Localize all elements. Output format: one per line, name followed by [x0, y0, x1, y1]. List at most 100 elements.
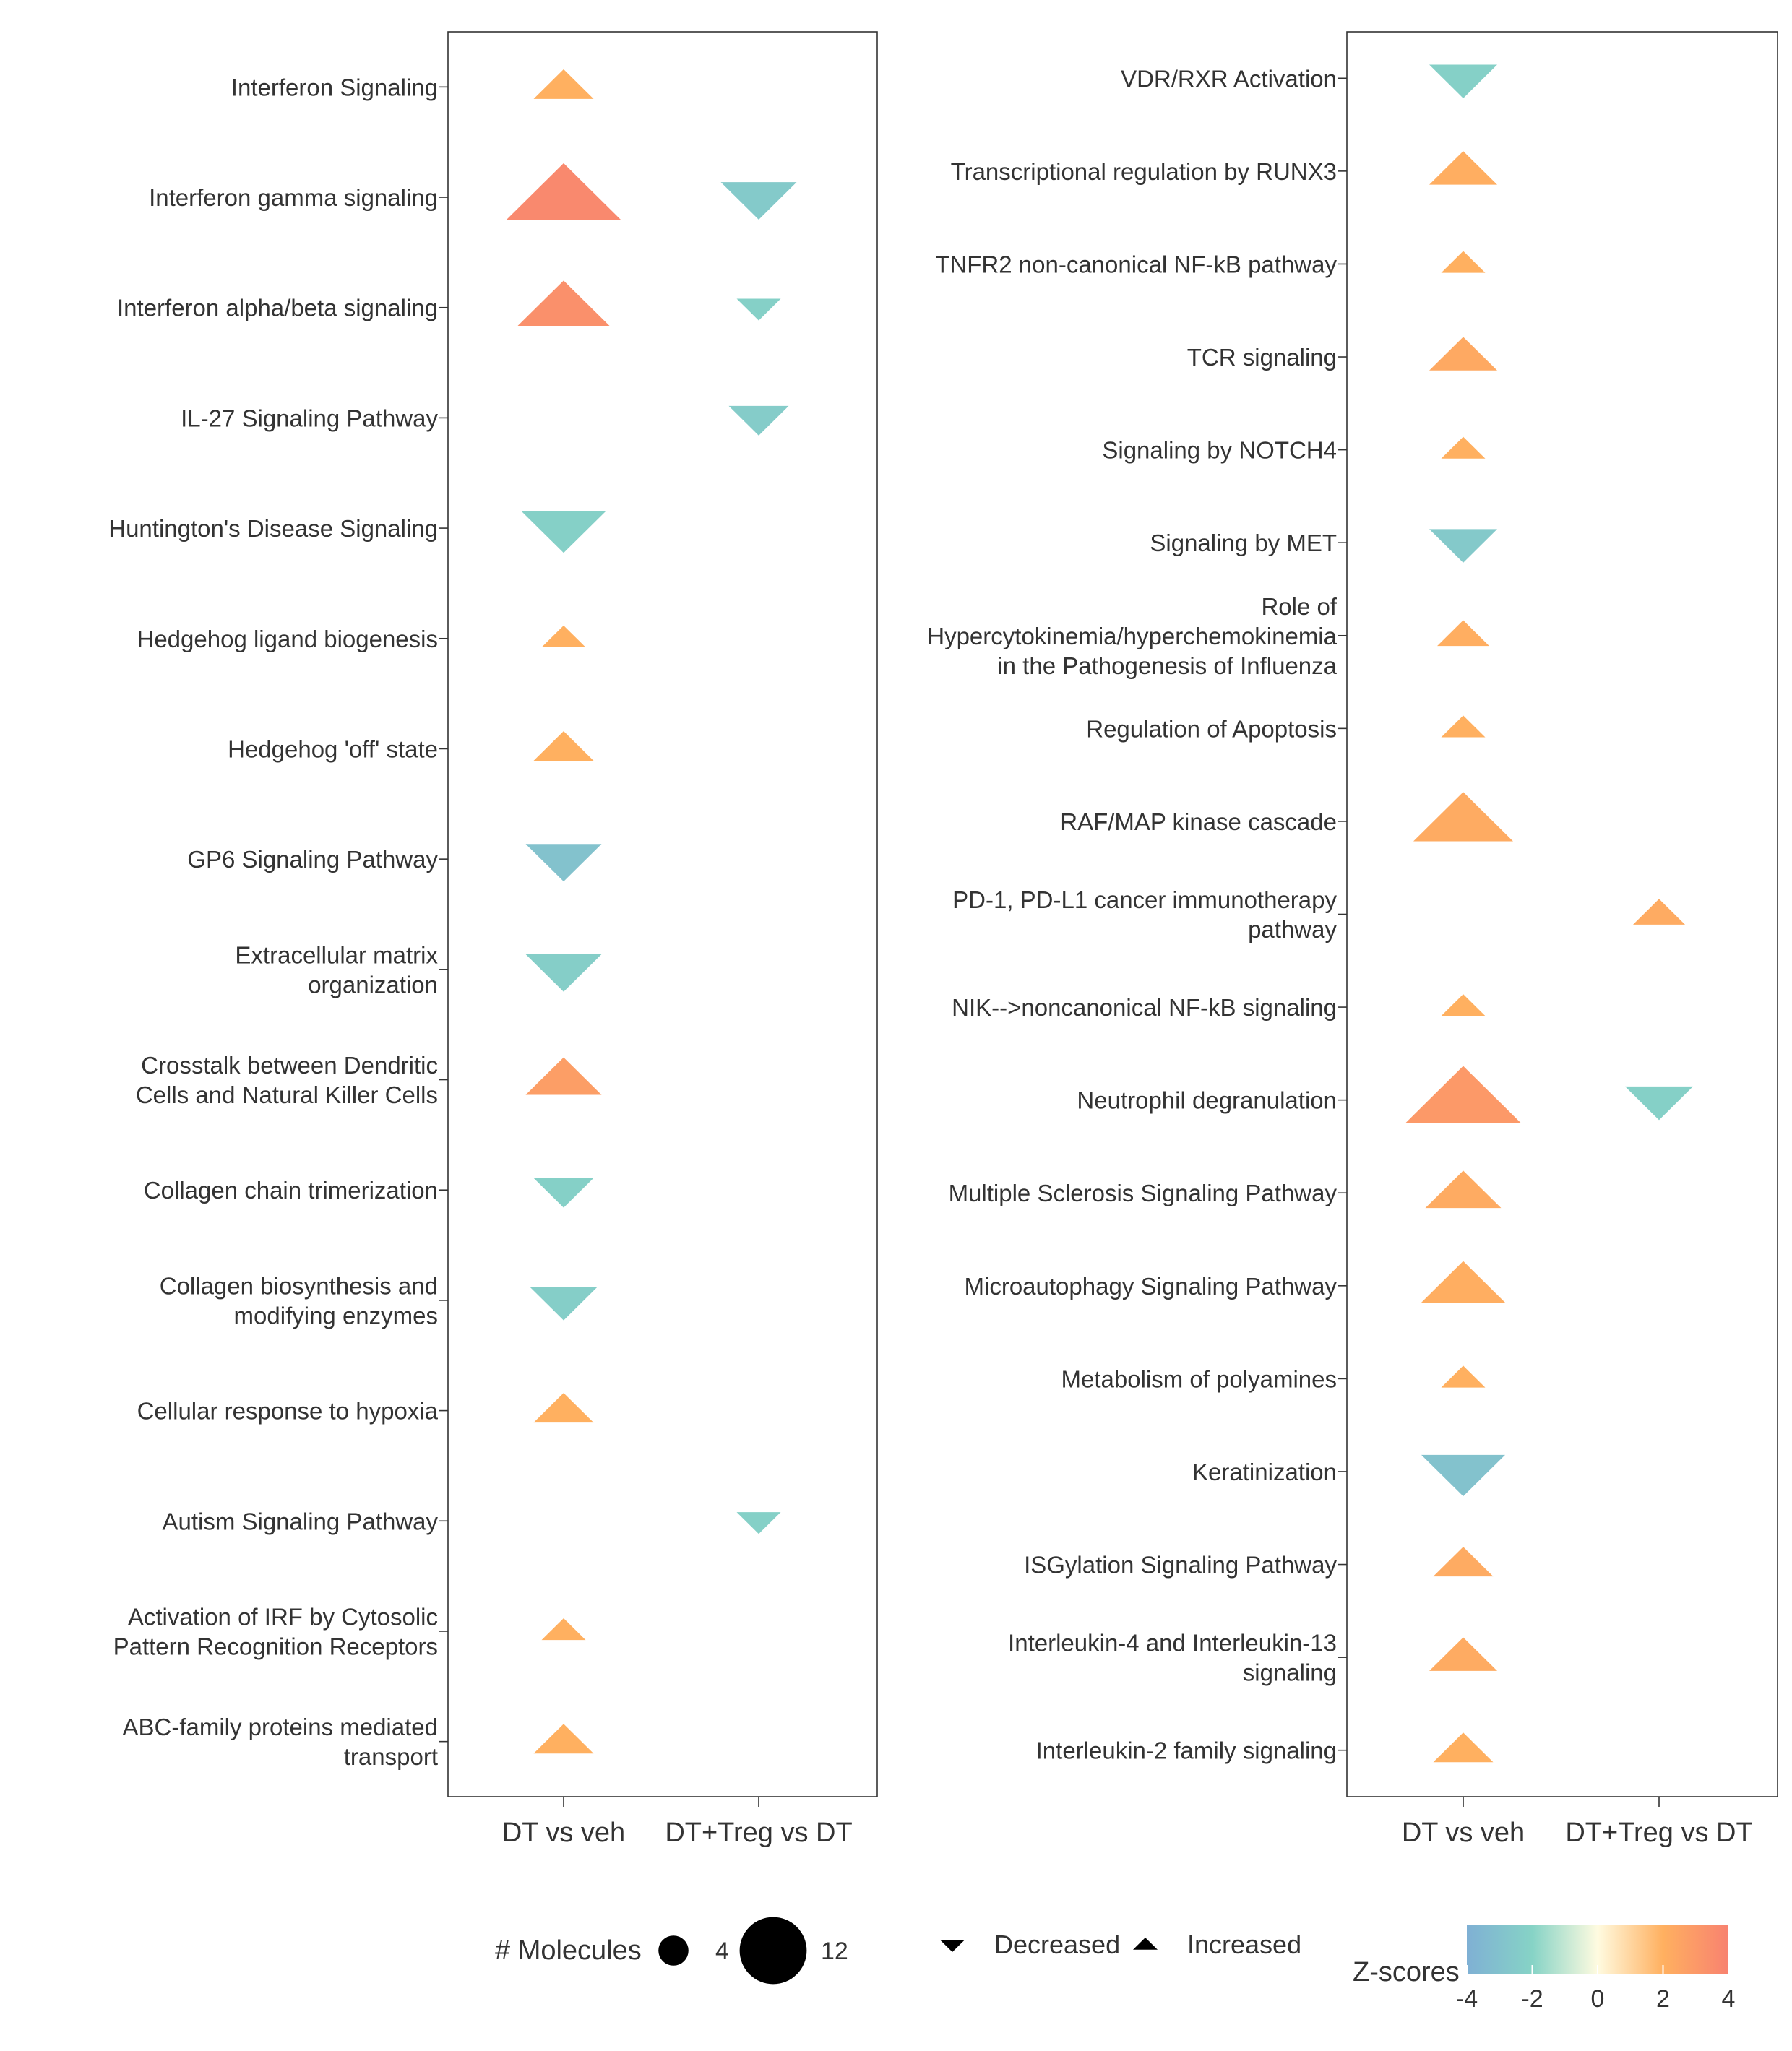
y-tick-label-raf-map-kinase-cascade: RAF/MAP kinase cascade: [1060, 808, 1337, 835]
point-activation-of-irf-by-cytosolic-pattern-recognition-receptors-dt-vs-veh: [541, 1618, 586, 1641]
legend-molecules-title: # Molecules: [495, 1935, 642, 1966]
point-collagen-biosynthesis-and-modifying-enzymes-dt-vs-veh: [530, 1287, 598, 1321]
legend-zscore-tick-label: -2: [1521, 1985, 1543, 2013]
x-tick-label-dt-treg-vs-dt: DT+Treg vs DT: [1565, 1818, 1752, 1848]
y-tick-label-isgylation-signaling-pathway: ISGylation Signaling Pathway: [1024, 1552, 1337, 1579]
y-tick-label-crosstalk-between-dendritic-cells-and-natural-killer-cells: Crosstalk between Dendritic Cells and Nat…: [136, 1052, 438, 1108]
point-role-of-hypercytokinemia-hyperchemokinemia-in-the-pathogenesis-of-influenza-dt-vs-veh: [1437, 620, 1489, 647]
point-huntington-s-disease-signaling-dt-vs-veh: [522, 511, 606, 553]
legend-direction-increased-icon: [1133, 1937, 1158, 1950]
point-neutrophil-degranulation-dt-vs-veh: [1405, 1066, 1521, 1123]
point-collagen-chain-trimerization-dt-vs-veh: [533, 1178, 594, 1208]
y-tick-label-transcriptional-regulation-by-runx3: Transcriptional regulation by RUNX3: [951, 158, 1337, 185]
legend-direction-label-decreased: Decreased: [994, 1930, 1120, 1959]
point-neutrophil-degranulation-dt-treg-vs-dt: [1625, 1086, 1693, 1121]
y-tick-label-vdr-rxr-activation: VDR/RXR Activation: [1121, 65, 1337, 92]
point-signaling-by-met-dt-vs-veh: [1429, 529, 1497, 563]
y-tick-label-gp6-signaling-pathway: GP6 Signaling Pathway: [187, 846, 438, 873]
y-tick-label-multiple-sclerosis-signaling-pathway: Multiple Sclerosis Signaling Pathway: [949, 1180, 1337, 1206]
y-tick-label-collagen-biosynthesis-and-modifying-enzymes: Collagen biosynthesis and modifying enzym…: [160, 1272, 438, 1329]
legend-zscore-tick-label: -4: [1456, 1985, 1478, 2013]
point-vdr-rxr-activation-dt-vs-veh: [1429, 64, 1497, 98]
point-hedgehog-ligand-biogenesis-dt-vs-veh: [541, 625, 586, 647]
x-tick-label-dt-treg-vs-dt: DT+Treg vs DT: [665, 1818, 852, 1848]
legend-molecules-dot-4: [658, 1935, 689, 1966]
point-gp6-signaling-pathway-dt-vs-veh: [525, 844, 602, 882]
y-tick-label-tnfr2-non-canonical-nf-kb-pathway: TNFR2 non-canonical NF-kB pathway: [935, 251, 1337, 277]
legend-zscore-tick-label: 0: [1591, 1985, 1605, 2013]
y-tick-label-interleukin-2-family-signaling: Interleukin-2 family signaling: [1036, 1737, 1337, 1764]
chart-panel-1: Interferon Signaling Interferon gamma sig…: [108, 31, 878, 1848]
y-tick-label-role-of-hypercytokinemia-hyperchemokinemia-in-the-pathogenesis-of-influenza: Role of Hypercytokinemia/hyperchemokinemi…: [927, 593, 1337, 679]
y-tick-label-interferon-alpha-beta-signaling: Interferon alpha/beta signaling: [117, 295, 438, 321]
x-tick-label-dt-vs-veh: DT vs veh: [1402, 1818, 1525, 1848]
point-interferon-gamma-signaling-dt-vs-veh: [506, 163, 621, 220]
y-tick-label-keratinization: Keratinization: [1192, 1459, 1337, 1485]
point-autism-signaling-pathway-dt-treg-vs-dt: [736, 1512, 781, 1534]
y-tick-label-huntington-s-disease-signaling: Huntington's Disease Signaling: [108, 515, 438, 542]
point-pd-1-pd-l1-cancer-immunotherapy-pathway-dt-treg-vs-dt: [1633, 899, 1685, 925]
legend-zscore-title: Z-scores: [1353, 1957, 1460, 1987]
point-hedgehog-off-state-dt-vs-veh: [533, 731, 594, 761]
point-interleukin-2-family-signaling-dt-vs-veh: [1433, 1732, 1494, 1763]
legend-zscore-tick-label: 4: [1722, 1985, 1736, 2013]
y-tick-label-activation-of-irf-by-cytosolic-pattern-recognition-receptors: Activation of IRF by Cytosolic Pattern Re…: [113, 1603, 438, 1659]
y-tick-label-interferon-signaling: Interferon Signaling: [231, 74, 438, 100]
point-regulation-of-apoptosis-dt-vs-veh: [1441, 715, 1486, 738]
legend-molecules-label-4: 4: [715, 1938, 729, 1965]
y-tick-label-signaling-by-met: Signaling by MET: [1150, 530, 1337, 556]
y-tick-label-tcr-signaling: TCR signaling: [1187, 344, 1337, 371]
point-abc-family-proteins-mediated-transport-dt-vs-veh: [533, 1724, 594, 1754]
x-tick-label-dt-vs-veh: DT vs veh: [502, 1818, 625, 1848]
point-isgylation-signaling-pathway-dt-vs-veh: [1433, 1547, 1494, 1577]
point-tnfr2-non-canonical-nf-kb-pathway-dt-vs-veh: [1441, 251, 1486, 273]
y-tick-label-autism-signaling-pathway: Autism Signaling Pathway: [162, 1508, 438, 1534]
point-interferon-alpha-beta-signaling-dt-treg-vs-dt: [736, 298, 781, 321]
y-tick-label-nik-noncanonical-nf-kb-signaling: NIK-->noncanonical NF-kB signaling: [952, 994, 1337, 1021]
point-interferon-gamma-signaling-dt-treg-vs-dt: [720, 182, 797, 220]
legend-molecules-dot-12: [739, 1917, 807, 1985]
point-nik-noncanonical-nf-kb-signaling-dt-vs-veh: [1441, 994, 1486, 1016]
point-cellular-response-to-hypoxia-dt-vs-veh: [533, 1393, 594, 1423]
panel-frame: [1346, 31, 1778, 1797]
y-tick-label-hedgehog-ligand-biogenesis: Hedgehog ligand biogenesis: [137, 626, 439, 652]
y-tick-label-neutrophil-degranulation: Neutrophil degranulation: [1077, 1087, 1337, 1114]
legend-direction-decreased-icon: [940, 1940, 965, 1953]
chart-panel-2: VDR/RXR Activation Transcriptional regula…: [927, 31, 1778, 1848]
legend-zscore-tick-label: 2: [1656, 1985, 1670, 2013]
point-keratinization-dt-vs-veh: [1421, 1454, 1505, 1497]
legend-direction-label-increased: Increased: [1187, 1930, 1301, 1959]
point-interleukin-4-and-interleukin-13-signaling-dt-vs-veh: [1429, 1637, 1497, 1671]
y-tick-label-il-27-signaling-pathway: IL-27 Signaling Pathway: [181, 405, 438, 431]
point-multiple-sclerosis-signaling-pathway-dt-vs-veh: [1425, 1170, 1502, 1209]
point-interferon-alpha-beta-signaling-dt-vs-veh: [517, 280, 610, 327]
y-tick-label-interleukin-4-and-interleukin-13-signaling: Interleukin-4 and Interleukin-13 signalin…: [1008, 1630, 1337, 1686]
y-tick-label-pd-1-pd-l1-cancer-immunotherapy-pathway: PD-1, PD-L1 cancer immunotherapy pathway: [952, 886, 1337, 943]
point-interferon-signaling-dt-vs-veh: [533, 69, 594, 99]
panel-frame: [447, 31, 878, 1797]
point-metabolism-of-polyamines-dt-vs-veh: [1441, 1365, 1486, 1388]
panels: Interferon Signaling Interferon gamma sig…: [108, 31, 1778, 1848]
point-il-27-signaling-pathway-dt-treg-vs-dt: [728, 405, 789, 436]
y-tick-label-microautophagy-signaling-pathway: Microautophagy Signaling Pathway: [965, 1273, 1337, 1300]
y-tick-label-cellular-response-to-hypoxia: Cellular response to hypoxia: [137, 1398, 439, 1425]
y-tick-label-signaling-by-notch4: Signaling by NOTCH4: [1102, 437, 1337, 464]
y-tick-label-collagen-chain-trimerization: Collagen chain trimerization: [144, 1177, 438, 1204]
legend: # Molecules 4 12 Decreased Increased Z-scores…: [495, 1917, 1735, 2013]
y-tick-label-interferon-gamma-signaling: Interferon gamma signaling: [149, 184, 438, 211]
point-signaling-by-notch4-dt-vs-veh: [1441, 436, 1486, 459]
point-extracellular-matrix-organization-dt-vs-veh: [525, 954, 602, 992]
legend-molecules-label-12: 12: [821, 1938, 848, 1965]
y-tick-label-metabolism-of-polyamines: Metabolism of polyamines: [1061, 1365, 1337, 1392]
point-tcr-signaling-dt-vs-veh: [1429, 337, 1497, 371]
y-tick-label-extracellular-matrix-organization: Extracellular matrix organization: [235, 941, 438, 998]
point-crosstalk-between-dendritic-cells-and-natural-killer-cells-dt-vs-veh: [525, 1057, 602, 1095]
y-tick-label-abc-family-proteins-mediated-transport: ABC-family proteins mediated transport: [122, 1714, 438, 1770]
point-microautophagy-signaling-pathway-dt-vs-veh: [1421, 1261, 1505, 1303]
y-tick-label-hedgehog-off-state: Hedgehog 'off' state: [228, 735, 438, 762]
y-tick-label-regulation-of-apoptosis: Regulation of Apoptosis: [1086, 715, 1337, 742]
point-raf-map-kinase-cascade-dt-vs-veh: [1413, 792, 1513, 842]
point-transcriptional-regulation-by-runx3-dt-vs-veh: [1429, 151, 1497, 185]
